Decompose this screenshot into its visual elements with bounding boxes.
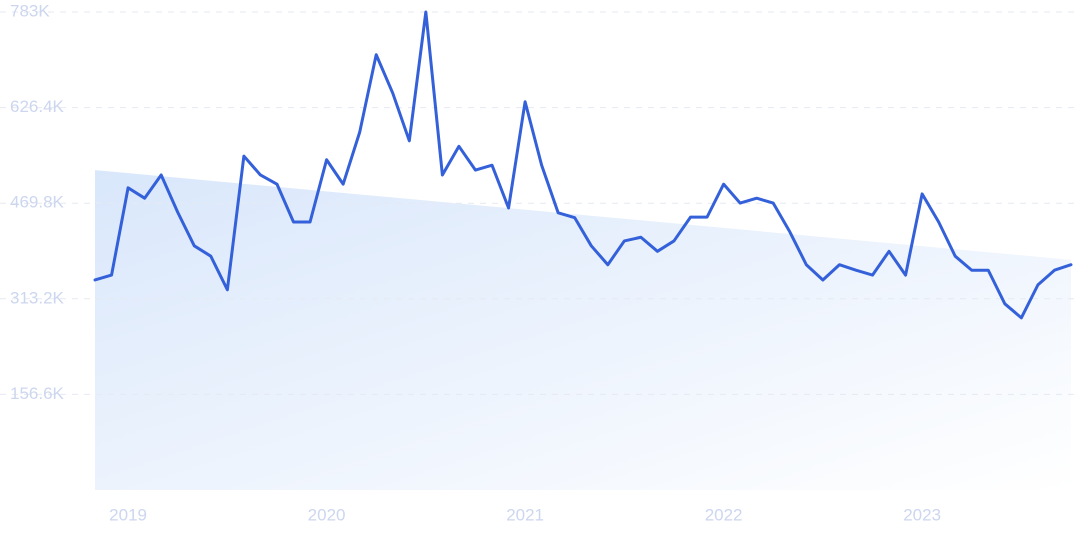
y-tick-label: 783K — [10, 1, 50, 20]
y-tick-label: 156.6K — [10, 384, 65, 403]
x-tick-label: 2020 — [308, 505, 346, 524]
y-tick-label: 626.4K — [10, 97, 65, 116]
y-tick-label: 313.2K — [10, 288, 65, 307]
x-tick-label: 2019 — [109, 505, 147, 524]
x-tick-label: 2023 — [903, 505, 941, 524]
trend-area — [95, 170, 1071, 491]
y-tick-label: 469.8K — [10, 193, 65, 212]
line — [93, 10, 1073, 320]
x-tick-label: 2022 — [705, 505, 743, 524]
x-tick-label: 2021 — [506, 505, 544, 524]
